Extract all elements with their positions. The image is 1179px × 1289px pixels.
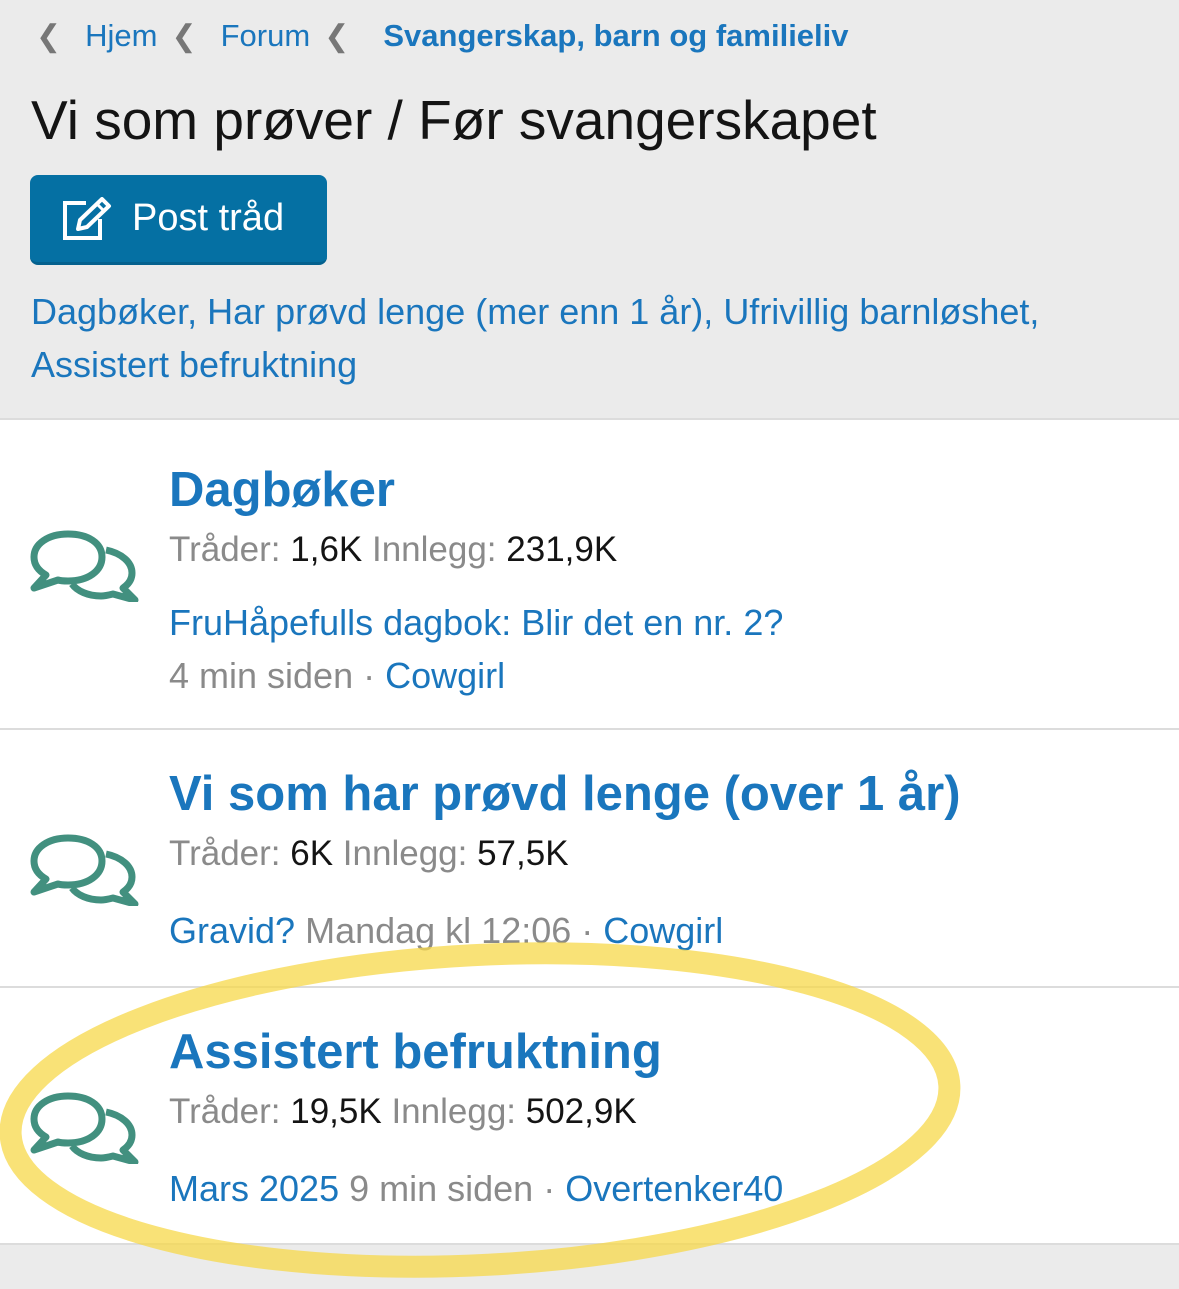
last-post-time: 9 min siden: [349, 1168, 534, 1209]
forum-title[interactable]: Assistert befruktning: [169, 1025, 662, 1079]
subforum-link[interactable]: Assistert befruktning: [31, 344, 358, 385]
last-post-user[interactable]: Overtenker40: [565, 1168, 784, 1209]
breadcrumb: ❮ Hjem ❮ Forum ❮ Svangerskap, barn og fa…: [36, 18, 849, 54]
last-post-title[interactable]: Gravid?: [169, 910, 296, 951]
posts-label: Innlegg:: [371, 530, 497, 569]
last-post-title[interactable]: FruHåpefulls dagbok: Blir det en nr. 2?: [169, 602, 784, 643]
subforum-link[interactable]: Dagbøker: [31, 291, 188, 332]
posts-count: 231,9K: [506, 530, 618, 569]
separator: ·: [571, 910, 604, 951]
post-thread-button[interactable]: Post tråd: [30, 175, 327, 265]
forum-stats: Tråder: 19,5K Innlegg: 502,9K: [169, 1092, 637, 1132]
posts-count: 57,5K: [477, 834, 569, 873]
forum-chat-icon: [28, 834, 140, 911]
last-post: Gravid? Mandag kl 12:06 · Cowgirl: [169, 910, 723, 952]
threads-count: 1,6K: [290, 530, 363, 569]
last-post-meta: 4 min siden · Cowgirl: [169, 655, 505, 697]
forum-stats: Tråder: 1,6K Innlegg: 231,9K: [169, 530, 617, 570]
breadcrumb-forum[interactable]: Forum: [220, 18, 311, 53]
forum-chat-icon: [28, 530, 140, 607]
separator: ,: [187, 291, 208, 332]
separator: ·: [533, 1168, 566, 1209]
last-post-user[interactable]: Cowgirl: [603, 910, 724, 951]
forum-row: Assistert befruktning Tråder: 19,5K Innl…: [0, 988, 1179, 1245]
page-title: Vi som prøver / Før svangerskapet: [31, 89, 877, 151]
posts-count: 502,9K: [525, 1092, 637, 1131]
forum-title[interactable]: Dagbøker: [169, 463, 396, 517]
last-post: Mars 2025 9 min siden · Overtenker40: [169, 1168, 783, 1210]
forum-row: Vi som har prøvd lenge (over 1 år) Tråde…: [0, 730, 1179, 988]
separator: ·: [353, 655, 386, 696]
forum-stats: Tråder: 6K Innlegg: 57,5K: [169, 834, 569, 874]
edit-icon: [63, 196, 111, 240]
threads-label: Tråder:: [169, 834, 281, 873]
separator: ,: [703, 291, 724, 332]
last-post-user[interactable]: Cowgirl: [385, 655, 506, 696]
chevron-left-icon: ❮: [171, 19, 197, 53]
last-post-time: Mandag kl 12:06: [305, 910, 572, 951]
last-post-title[interactable]: Mars 2025: [169, 1168, 340, 1209]
page-header: ❮ Hjem ❮ Forum ❮ Svangerskap, barn og fa…: [0, 0, 1179, 420]
posts-label: Innlegg:: [342, 834, 468, 873]
posts-label: Innlegg:: [391, 1092, 517, 1131]
subforum-links: Dagbøker, Har prøvd lenge (mer enn 1 år)…: [31, 285, 1139, 391]
breadcrumb-home[interactable]: Hjem: [85, 18, 158, 53]
threads-count: 6K: [290, 834, 334, 873]
threads-label: Tråder:: [169, 1092, 281, 1131]
post-thread-label: Post tråd: [132, 197, 285, 239]
subforum-link[interactable]: Har prøvd lenge (mer enn 1 år): [207, 291, 704, 332]
last-post-time: 4 min siden: [169, 655, 354, 696]
forum-title[interactable]: Vi som har prøvd lenge (over 1 år): [169, 767, 961, 821]
separator: ,: [1029, 291, 1040, 332]
breadcrumb-category[interactable]: Svangerskap, barn og familieliv: [383, 18, 849, 53]
chevron-left-icon[interactable]: ❮: [36, 19, 62, 53]
threads-label: Tråder:: [169, 530, 281, 569]
forum-row: Dagbøker Tråder: 1,6K Innlegg: 231,9K Fr…: [0, 420, 1179, 730]
threads-count: 19,5K: [290, 1092, 382, 1131]
forum-chat-icon: [28, 1092, 140, 1169]
chevron-left-icon: ❮: [324, 19, 350, 53]
subforum-link[interactable]: Ufrivillig barnløshet: [723, 291, 1030, 332]
